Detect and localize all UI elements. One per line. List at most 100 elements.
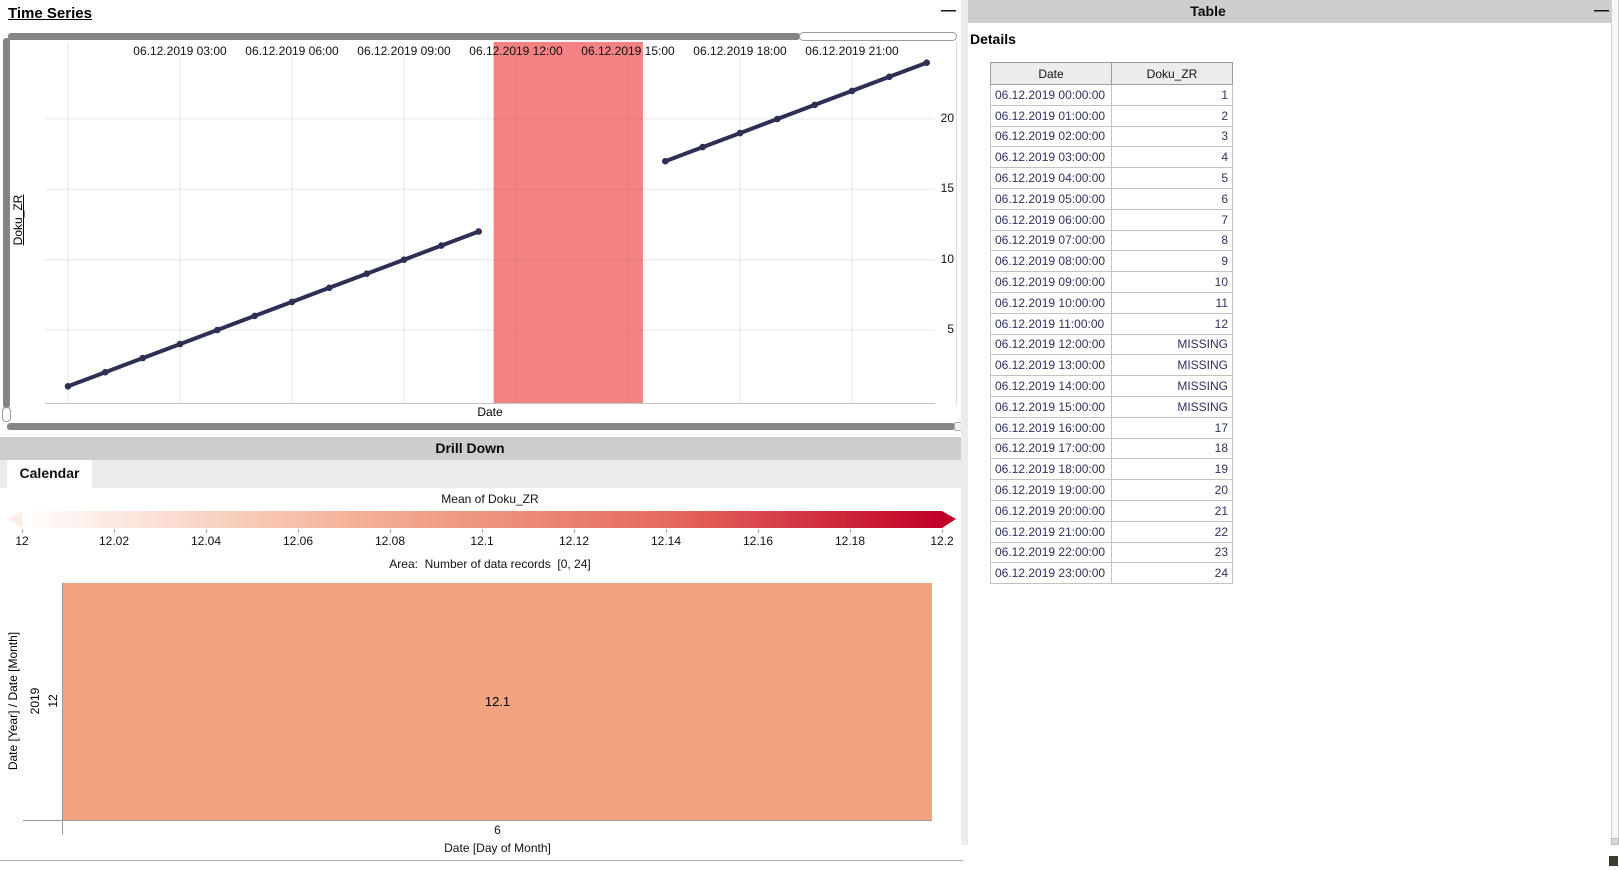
table-row[interactable]: 06.12.2019 23:00:00 24 [990, 562, 1233, 585]
time-series-x-axis-title[interactable]: Date [477, 405, 503, 419]
cell-date[interactable]: 06.12.2019 22:00:00 [990, 541, 1112, 564]
cell-value[interactable]: MISSING [1111, 354, 1233, 377]
cell-date[interactable]: 06.12.2019 10:00:00 [990, 291, 1112, 314]
cell-date[interactable]: 06.12.2019 05:00:00 [990, 187, 1112, 210]
cell-value[interactable]: 24 [1111, 562, 1233, 585]
cell-value[interactable]: 23 [1111, 541, 1233, 564]
cell-value[interactable]: 12 [1111, 312, 1233, 335]
cell-value[interactable]: 9 [1111, 250, 1233, 273]
vertical-scrollbar[interactable] [1611, 0, 1619, 845]
cell-value[interactable]: 5 [1111, 167, 1233, 189]
cell-value[interactable]: 17 [1111, 416, 1233, 439]
time-series-y-range-slider-handle[interactable] [2, 407, 11, 422]
cell-date[interactable]: 06.12.2019 00:00:00 [990, 84, 1112, 106]
cell-date[interactable]: 06.12.2019 23:00:00 [990, 562, 1112, 585]
cell-value[interactable]: 19 [1111, 458, 1233, 481]
cell-date[interactable]: 06.12.2019 19:00:00 [990, 479, 1112, 501]
cell-date[interactable]: 06.12.2019 15:00:00 [990, 395, 1112, 418]
calendar-x-axis-title[interactable]: Date [Day of Month] [444, 841, 551, 855]
table-row[interactable]: 06.12.2019 15:00:00 MISSING [990, 395, 1233, 418]
time-series-x-range-slider-handle[interactable] [799, 32, 957, 41]
cell-value[interactable]: MISSING [1111, 375, 1233, 397]
cell-value[interactable]: 18 [1111, 437, 1233, 460]
table-row[interactable]: 06.12.2019 17:00:00 18 [990, 437, 1233, 460]
table-row[interactable]: 06.12.2019 10:00:00 11 [990, 291, 1233, 314]
cell-date[interactable]: 06.12.2019 18:00:00 [990, 458, 1112, 481]
color-scale-min-arrow-icon[interactable] [8, 511, 22, 528]
table-row[interactable]: 06.12.2019 16:00:00 17 [990, 416, 1233, 439]
calendar-y-axis-title-text[interactable]: Date [Year] / Date [Month] [6, 631, 20, 771]
time-series-plot[interactable] [45, 42, 935, 405]
table-row[interactable]: 06.12.2019 22:00:00 23 [990, 541, 1233, 564]
cell-value[interactable]: 11 [1111, 291, 1233, 314]
cell-date[interactable]: 06.12.2019 12:00:00 [990, 333, 1112, 356]
table-row[interactable]: 06.12.2019 02:00:00 3 [990, 125, 1233, 148]
cell-date[interactable]: 06.12.2019 13:00:00 [990, 354, 1112, 377]
table-row[interactable]: 06.12.2019 06:00:00 7 [990, 208, 1233, 231]
cell-date[interactable]: 06.12.2019 03:00:00 [990, 146, 1112, 169]
cell-date[interactable]: 06.12.2019 04:00:00 [990, 167, 1112, 189]
cell-value[interactable]: 21 [1111, 499, 1233, 522]
cell-value[interactable]: 4 [1111, 146, 1233, 169]
table-row[interactable]: 06.12.2019 08:00:00 9 [990, 250, 1233, 273]
table-minimize-icon[interactable]: — [1594, 2, 1609, 19]
cell-value[interactable]: 1 [1111, 84, 1233, 106]
color-scale-tick-label: 12.18 [834, 534, 866, 548]
cell-date[interactable]: 06.12.2019 11:00:00 [990, 312, 1112, 335]
cell-value[interactable]: 3 [1111, 125, 1233, 148]
details-title[interactable]: Details [970, 31, 1016, 47]
cell-value[interactable]: 2 [1111, 104, 1233, 127]
column-header-date[interactable]: Date [990, 62, 1112, 85]
cell-value[interactable]: 10 [1111, 271, 1233, 293]
table-row[interactable]: 06.12.2019 05:00:00 6 [990, 187, 1233, 210]
time-series-x-range-slider-track[interactable] [8, 33, 800, 40]
table-row[interactable]: 06.12.2019 21:00:00 22 [990, 520, 1233, 543]
time-series-bottom-scrollbar[interactable] [7, 423, 955, 430]
area-encoding-label[interactable]: Area: Number of data records [0, 24] [389, 557, 591, 571]
tab-calendar[interactable]: Calendar [7, 460, 92, 488]
cell-date[interactable]: 06.12.2019 02:00:00 [990, 125, 1112, 148]
cell-date[interactable]: 06.12.2019 09:00:00 [990, 271, 1112, 293]
cell-date[interactable]: 06.12.2019 20:00:00 [990, 499, 1112, 522]
cell-date[interactable]: 06.12.2019 14:00:00 [990, 375, 1112, 397]
color-legend-title[interactable]: Mean of Doku_ZR [441, 492, 539, 506]
cell-value[interactable]: 20 [1111, 479, 1233, 501]
drill-down-minimize-icon[interactable]: — [941, 2, 956, 19]
table-row[interactable]: 06.12.2019 13:00:00 MISSING [990, 354, 1233, 377]
time-series-y-range-slider-track[interactable] [3, 38, 10, 408]
cell-date[interactable]: 06.12.2019 01:00:00 [990, 104, 1112, 127]
table-row[interactable]: 06.12.2019 14:00:00 MISSING [990, 375, 1233, 397]
table-row[interactable]: 06.12.2019 11:00:00 12 [990, 312, 1233, 335]
table-row[interactable]: 06.12.2019 07:00:00 8 [990, 229, 1233, 252]
cell-value[interactable]: 6 [1111, 187, 1233, 210]
time-series-title[interactable]: Time Series [8, 5, 92, 22]
table-row[interactable]: 06.12.2019 09:00:00 10 [990, 271, 1233, 293]
y-axis-title-text[interactable]: Doku_ZR [11, 194, 25, 246]
cell-value[interactable]: MISSING [1111, 333, 1233, 356]
cell-date[interactable]: 06.12.2019 16:00:00 [990, 416, 1112, 439]
cell-value[interactable]: 7 [1111, 208, 1233, 231]
table-row[interactable]: 06.12.2019 00:00:00 1 [990, 84, 1233, 106]
table-row[interactable]: 06.12.2019 12:00:00 MISSING [990, 333, 1233, 356]
cell-value[interactable]: 8 [1111, 229, 1233, 252]
cell-date[interactable]: 06.12.2019 07:00:00 [990, 229, 1112, 252]
table-row[interactable]: 06.12.2019 03:00:00 4 [990, 146, 1233, 169]
column-header-doku_zr[interactable]: Doku_ZR [1111, 62, 1233, 85]
cell-value[interactable]: MISSING [1111, 395, 1233, 418]
details-table[interactable]: Date Doku_ZR 06.12.2019 00:00:00 1 06.12.20… [990, 62, 1233, 585]
panel-divider[interactable] [961, 0, 968, 845]
table-row[interactable]: 06.12.2019 20:00:00 21 [990, 499, 1233, 522]
cell-date[interactable]: 06.12.2019 06:00:00 [990, 208, 1112, 231]
table-row[interactable]: 06.12.2019 18:00:00 19 [990, 458, 1233, 481]
table-row[interactable]: 06.12.2019 04:00:00 5 [990, 167, 1233, 189]
table-row[interactable]: 06.12.2019 01:00:00 2 [990, 104, 1233, 127]
table-row[interactable]: 06.12.2019 19:00:00 20 [990, 479, 1233, 501]
vertical-scrollbar-cap[interactable] [1611, 838, 1619, 845]
cell-date[interactable]: 06.12.2019 08:00:00 [990, 250, 1112, 273]
cell-date[interactable]: 06.12.2019 21:00:00 [990, 520, 1112, 543]
color-scale-gradient-bar[interactable] [22, 511, 942, 528]
calendar-heatmap-cell[interactable]: 12.1 [63, 583, 932, 820]
cell-date[interactable]: 06.12.2019 17:00:00 [990, 437, 1112, 460]
color-scale-max-arrow-icon[interactable] [942, 511, 956, 528]
cell-value[interactable]: 22 [1111, 520, 1233, 543]
